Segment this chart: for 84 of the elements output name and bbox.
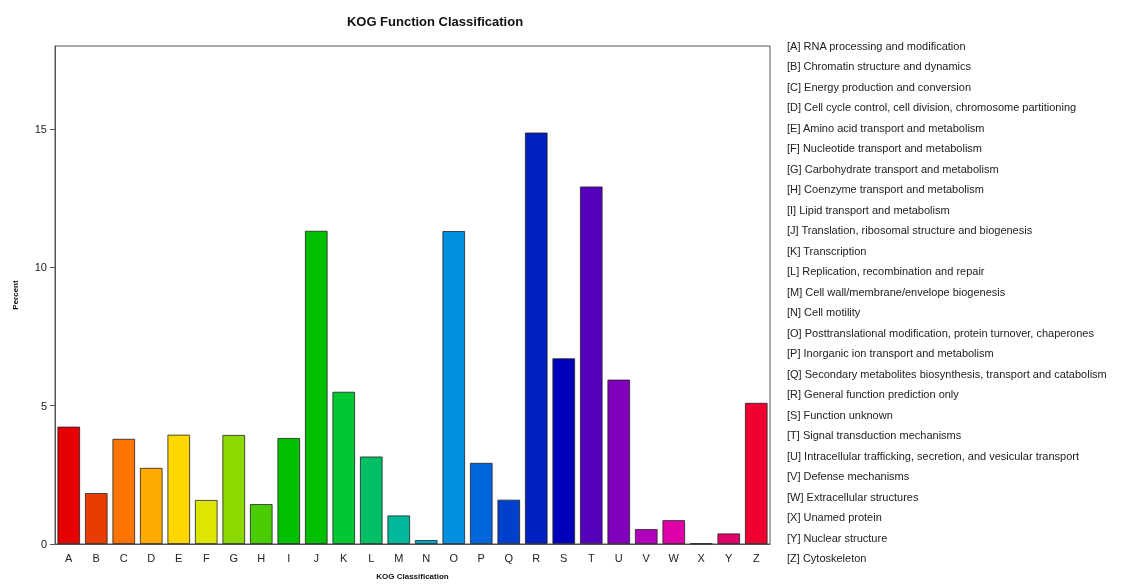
x-tick-label: N — [422, 551, 431, 564]
bar — [579, 186, 603, 544]
text: [X] Unamed protein — [787, 511, 882, 523]
bar — [744, 402, 768, 544]
text: [W] Extracellular structures — [787, 490, 919, 503]
text: [B] Chromatin structure and dynamics — [787, 60, 972, 72]
text: [U] Intracellular trafficking, secretion, and vesicular transport — [787, 449, 1080, 462]
x-tick-label: T — [587, 551, 595, 564]
text: [T] Signal transduction mechanisms — [787, 429, 962, 441]
text: [K] Transcription — [787, 244, 867, 257]
y-tick-label: 5 — [40, 399, 47, 412]
x-tick-label: U — [614, 551, 623, 564]
x-tick-label: Z — [752, 551, 760, 564]
y-tick-label: 15 — [34, 123, 47, 135]
bar — [497, 499, 521, 544]
text: [F] Nucleotide transport and metabolism — [787, 142, 983, 154]
bar — [277, 438, 301, 544]
x-tick-label: H — [257, 551, 266, 564]
x-tick-label: O — [449, 551, 459, 564]
bar — [662, 520, 686, 544]
bar — [194, 500, 218, 544]
x-tick-label: I — [287, 551, 291, 564]
y-tick-label: 10 — [34, 261, 47, 274]
text: [S] Function unknown — [787, 408, 893, 421]
bar — [717, 533, 741, 544]
text: [V] Defense mechanisms — [787, 470, 910, 482]
bar — [414, 540, 438, 544]
bar — [607, 379, 631, 544]
x-tick-label: G — [229, 551, 239, 564]
bar — [332, 391, 356, 544]
text: [Q] Secondary metabolites biosynthesis, transport and catabolism — [787, 367, 1107, 380]
x-tick-label: C — [119, 551, 128, 564]
x-tick-label: J — [313, 551, 319, 564]
bar — [442, 231, 466, 544]
text: [P] Inorganic ion transport and metabolism — [787, 347, 994, 359]
x-tick-label: R — [532, 551, 541, 564]
text: [L] Replication, recombination and repair — [787, 265, 985, 277]
text: [J] Translation, ribosomal structure and biogenesis — [787, 224, 1033, 236]
x-tick-label: X — [697, 551, 706, 564]
bar — [552, 358, 576, 544]
bar — [249, 504, 273, 544]
bar — [139, 467, 163, 544]
bar — [84, 493, 108, 544]
text: [D] Cell cycle control, cell division, chromosome partitioning — [787, 101, 1077, 113]
bar — [222, 434, 246, 544]
y-axis-title: Percent — [10, 280, 20, 310]
text: [E] Amino acid transport and metabolism — [787, 121, 985, 134]
x-axis-title: KOG Classification — [376, 571, 449, 581]
y-tick-label: 0 — [40, 538, 47, 550]
text: [C] Energy production and conversion — [787, 80, 972, 93]
bar — [634, 529, 658, 544]
x-tick-label: W — [668, 551, 680, 564]
bar — [112, 438, 136, 544]
bar — [167, 434, 191, 544]
x-tick-label: P — [477, 551, 485, 564]
x-tick-label: A — [65, 551, 74, 564]
x-tick-label: Q — [504, 551, 514, 564]
x-tick-label: E — [175, 551, 183, 564]
text: [I] Lipid transport and metabolism — [787, 203, 950, 216]
bar — [387, 515, 411, 544]
text: [R] General function prediction only — [787, 388, 960, 400]
x-tick-label: V — [642, 551, 651, 564]
text: [G] Carbohydrate transport and metabolism — [787, 162, 999, 175]
bar — [359, 456, 383, 544]
x-tick-label: B — [92, 551, 100, 564]
text: [N] Cell motility — [787, 306, 861, 318]
bar — [57, 426, 81, 544]
text: [Z] Cytoskeleton — [787, 552, 867, 564]
bar — [304, 230, 328, 544]
chart-title: KOG Function Classification — [346, 14, 524, 29]
text: [O] Posttranslational modification, protein turnover, chaperones — [787, 326, 1095, 339]
text: [Y] Nuclear structure — [787, 531, 888, 544]
x-tick-label: S — [560, 551, 568, 564]
x-tick-label: L — [368, 551, 375, 564]
text: [H] Coenzyme transport and metabolism — [787, 183, 984, 195]
x-tick-label: F — [202, 551, 210, 564]
bar — [469, 462, 493, 544]
x-tick-label: M — [394, 551, 404, 564]
bar — [524, 132, 548, 544]
text: [M] Cell wall/membrane/envelope biogenesis — [787, 285, 1006, 298]
x-tick-label: K — [340, 551, 349, 564]
x-tick-label: D — [147, 551, 156, 564]
text: [A] RNA processing and modification — [787, 39, 966, 52]
x-tick-label: Y — [725, 551, 734, 564]
